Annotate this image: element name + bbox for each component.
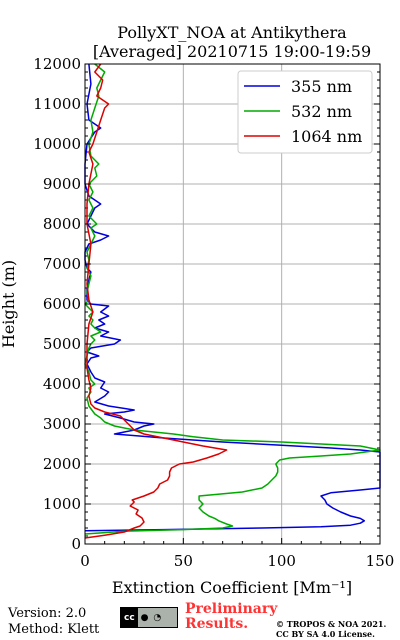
- y-axis-ticks: 0 1000 2000 3000 4000 5000 6000 7000 8000 9000 100…: [33, 55, 380, 553]
- y-tick-label: 2000: [43, 455, 81, 473]
- footer-info: Version: 2.0 Method: Klett: [8, 606, 99, 638]
- method-text: Method: Klett: [8, 622, 100, 637]
- x-axis-ticks: 0 50 100 150: [80, 538, 394, 570]
- x-tick-label: 0: [80, 552, 90, 570]
- chart-subtitle: [Averaged] 20210715 19:00-19:59: [93, 42, 371, 61]
- legend: 355 nm 532 nm 1064 nm: [237, 70, 373, 154]
- series-layer: [84, 63, 381, 539]
- y-axis-label: Height (m): [0, 260, 18, 348]
- y-tick-label: 6000: [43, 295, 81, 313]
- y-tick-label: 5000: [43, 335, 81, 353]
- copyright-notice: © TROPOS & NOA 2021. CC BY SA 4.0 Licens…: [276, 619, 386, 639]
- legend-label: 532 nm: [291, 102, 352, 121]
- preliminary-line1: Preliminary: [185, 601, 278, 617]
- legend-box: [237, 70, 373, 154]
- preliminary-line2: Results.: [185, 616, 249, 632]
- legend-label: 1064 nm: [291, 127, 362, 146]
- x-tick-label: 100: [267, 552, 296, 570]
- x-tick-label: 50: [174, 552, 193, 570]
- y-tick-label: 4000: [43, 375, 81, 393]
- y-tick-label: 9000: [43, 175, 81, 193]
- preliminary-notice: Preliminary Results.: [185, 602, 277, 632]
- x-axis-label: Extinction Coefficient [Mm⁻¹]: [112, 578, 352, 597]
- y-tick-label: 10000: [33, 135, 81, 153]
- y-tick-label: 8000: [43, 215, 81, 233]
- y-tick-label: 3000: [43, 415, 81, 433]
- copyright-line1: © TROPOS & NOA 2021.: [276, 619, 387, 629]
- y-tick-label: 1000: [43, 495, 81, 513]
- version-text: Version: 2.0: [8, 606, 87, 621]
- by-sa-icons: ● ◔: [140, 612, 163, 623]
- extinction-profile-chart: PollyXT_NOA at Antikythera [Averaged] 20…: [0, 23, 394, 597]
- y-tick-label: 11000: [33, 95, 81, 113]
- cc-logo-icon: cc: [121, 608, 138, 627]
- y-tick-label: 7000: [43, 255, 81, 273]
- y-tick-label: 12000: [33, 55, 81, 73]
- legend-label: 355 nm: [291, 77, 352, 96]
- series-line-1064-nm: [84, 63, 228, 539]
- license-badge: cc ● ◔: [120, 607, 178, 628]
- series-line-532-nm: [84, 63, 381, 535]
- copyright-line2: CC BY SA 4.0 License.: [276, 629, 375, 639]
- x-tick-label: 150: [366, 552, 395, 570]
- chart-title: PollyXT_NOA at Antikythera: [117, 23, 347, 42]
- y-tick-label: 0: [71, 535, 81, 553]
